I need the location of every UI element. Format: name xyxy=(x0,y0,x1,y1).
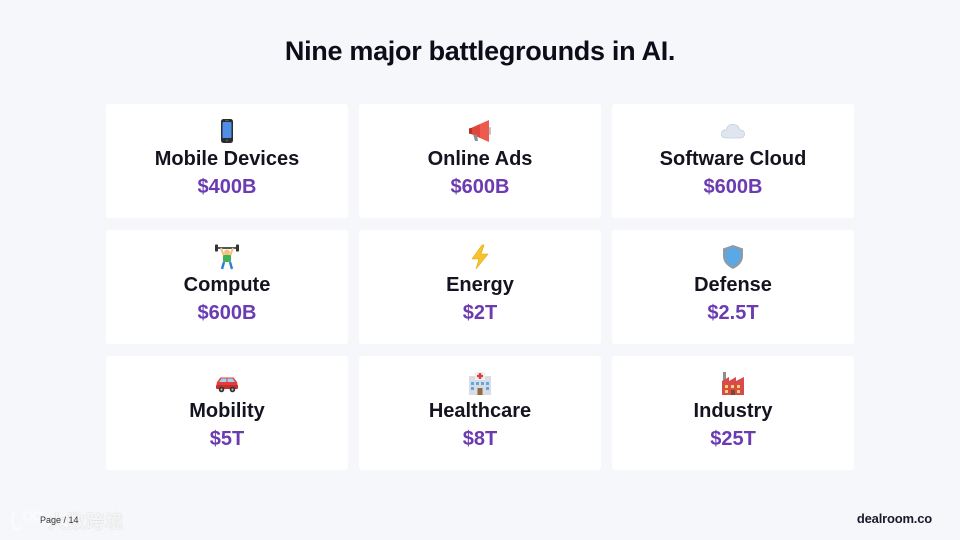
card-title: Energy xyxy=(446,274,514,296)
card-title: Mobile Devices xyxy=(154,148,300,170)
card-compute: Compute $600B xyxy=(106,230,348,344)
card-value: $600B xyxy=(197,302,257,324)
page-title: Nine major battlegrounds in AI. xyxy=(284,36,676,66)
card-value: $5T xyxy=(209,428,245,450)
card-industry: Industry $25T xyxy=(612,356,854,470)
battleground-grid: Mobile Devices $400B Online Ads $600B So… xyxy=(106,104,856,470)
cloud-icon xyxy=(721,124,745,139)
page-number: Page / 14 xyxy=(40,515,79,525)
card-value: $400B xyxy=(197,176,257,198)
card-title: Industry xyxy=(693,400,773,422)
card-defense: Defense $2.5T xyxy=(612,230,854,344)
card-value: $2T xyxy=(462,302,498,324)
card-title: Mobility xyxy=(189,400,265,422)
card-mobile-devices: Mobile Devices $400B xyxy=(106,104,348,218)
card-value: $8T xyxy=(462,428,498,450)
shield-icon xyxy=(723,245,743,269)
hospital-icon xyxy=(469,372,491,395)
card-title: Compute xyxy=(183,274,271,296)
card-software-cloud: Software Cloud $600B xyxy=(612,104,854,218)
card-value: $2.5T xyxy=(707,302,759,324)
card-title: Defense xyxy=(694,274,772,296)
mobile-phone-icon xyxy=(221,119,233,143)
card-value: $25T xyxy=(710,428,756,450)
card-healthcare: Healthcare $8T xyxy=(359,356,601,470)
lightning-icon xyxy=(471,244,489,270)
card-value: $600B xyxy=(450,176,510,198)
card-mobility: Mobility $5T xyxy=(106,356,348,470)
card-title: Healthcare xyxy=(428,400,532,422)
factory-icon xyxy=(722,372,744,395)
card-title: Online Ads xyxy=(427,148,533,170)
watermark-text: 大数跨境 xyxy=(48,512,124,532)
brand-logo: dealroom.co xyxy=(856,511,932,526)
card-online-ads: Online Ads $600B xyxy=(359,104,601,218)
card-value: $600B xyxy=(703,176,763,198)
watermark-logo-icon xyxy=(10,511,43,531)
weightlifter-icon xyxy=(215,244,239,270)
car-icon xyxy=(216,377,238,393)
megaphone-icon xyxy=(469,120,491,142)
card-energy: Energy $2T xyxy=(359,230,601,344)
card-title: Software Cloud xyxy=(659,148,807,170)
